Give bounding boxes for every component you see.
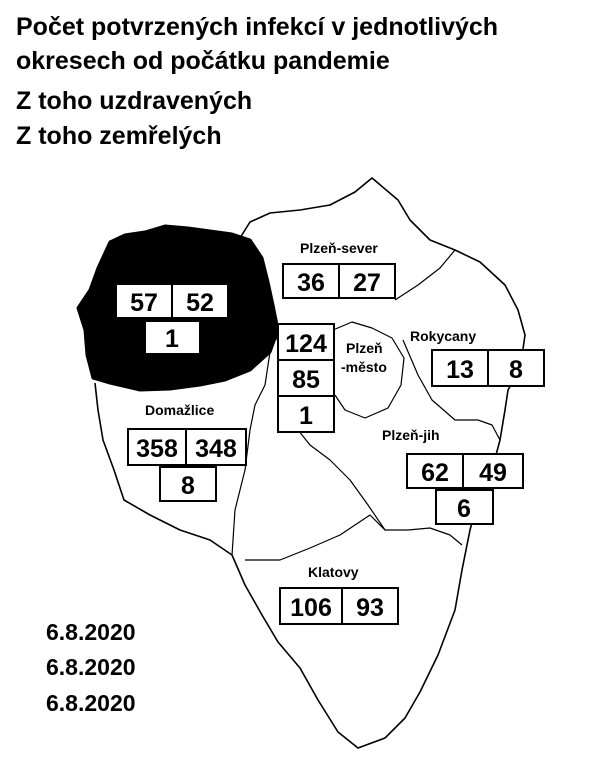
domazlice-recovered-box <box>185 428 247 466</box>
mesto-recovered-box <box>277 359 335 397</box>
sever-recovered-value: 27 <box>353 269 381 297</box>
mesto-infected-value: 124 <box>285 330 327 358</box>
rokycany-recovered-box <box>487 349 545 387</box>
tachov-recovered-box <box>171 283 229 319</box>
region-outline <box>94 177 526 749</box>
jih-deaths-value: 6 <box>457 495 471 523</box>
tachov-infected-value: 57 <box>130 289 158 317</box>
jih-recovered-value: 49 <box>479 459 507 487</box>
district-rokycany-stats: 13 8 <box>431 349 545 387</box>
klatovy-recovered-value: 93 <box>356 594 384 622</box>
tachov-deaths-box <box>144 320 201 355</box>
mesto-deaths-box <box>277 395 335 433</box>
district-plzen-jih-stats: 62 49 6 <box>406 453 524 525</box>
district-label-plzen-mesto-1: Plzeň <box>346 340 383 356</box>
rokycany-recovered-value: 8 <box>509 356 523 384</box>
domazlice-deaths-value: 8 <box>181 472 195 500</box>
district-plzen-sever-stats: 36 27 <box>282 263 396 299</box>
mesto-infected-box <box>277 323 335 361</box>
district-label-rokycany: Rokycany <box>410 328 476 344</box>
district-label-plzen-sever: Plzeň-sever <box>300 240 378 256</box>
domazlice-infected-value: 358 <box>136 435 178 463</box>
jih-deaths-box <box>435 489 494 525</box>
date-infected: 6.8.2020 <box>46 619 136 645</box>
mesto-recovered-value: 85 <box>292 366 320 394</box>
district-label-domazlice: Domažlice <box>145 402 214 418</box>
title-line-2: okresech od počátku pandemie <box>16 47 390 75</box>
jih-infected-box <box>406 453 464 489</box>
tachov-deaths-value: 1 <box>165 325 179 353</box>
sever-infected-value: 36 <box>297 269 325 297</box>
mesto-deaths-value: 1 <box>299 402 313 430</box>
jih-recovered-box <box>462 453 524 489</box>
sever-recovered-box <box>338 263 396 299</box>
district-label-plzen-mesto-2: -město <box>341 359 387 375</box>
tachov-recovered-value: 52 <box>186 289 214 317</box>
title-line-4: Z toho zemřelých <box>16 122 222 150</box>
district-label-plzen-jih: Plzeň-jih <box>382 427 440 443</box>
district-klatovy-stats: 106 93 <box>279 587 399 625</box>
title-line-1: Počet potvrzených infekcí v jednotlivých <box>16 13 499 41</box>
jih-infected-value: 62 <box>421 459 449 487</box>
district-plzen-mesto-stats: 124 85 1 <box>277 323 335 433</box>
title-line-3: Z toho uzdravených <box>16 87 253 115</box>
klatovy-infected-value: 106 <box>290 594 332 622</box>
domazlice-deaths-box <box>159 466 217 502</box>
district-label-klatovy: Klatovy <box>308 564 359 580</box>
date-deaths: 6.8.2020 <box>46 690 136 716</box>
klatovy-recovered-box <box>341 587 399 625</box>
date-recovered: 6.8.2020 <box>46 654 136 680</box>
domazlice-recovered-value: 348 <box>195 435 237 463</box>
district-tachov-stats: 57 52 1 <box>115 283 229 355</box>
district-domazlice-stats: 358 348 8 <box>127 428 247 502</box>
rokycany-infected-value: 13 <box>446 356 474 384</box>
sever-infected-box <box>282 263 340 299</box>
